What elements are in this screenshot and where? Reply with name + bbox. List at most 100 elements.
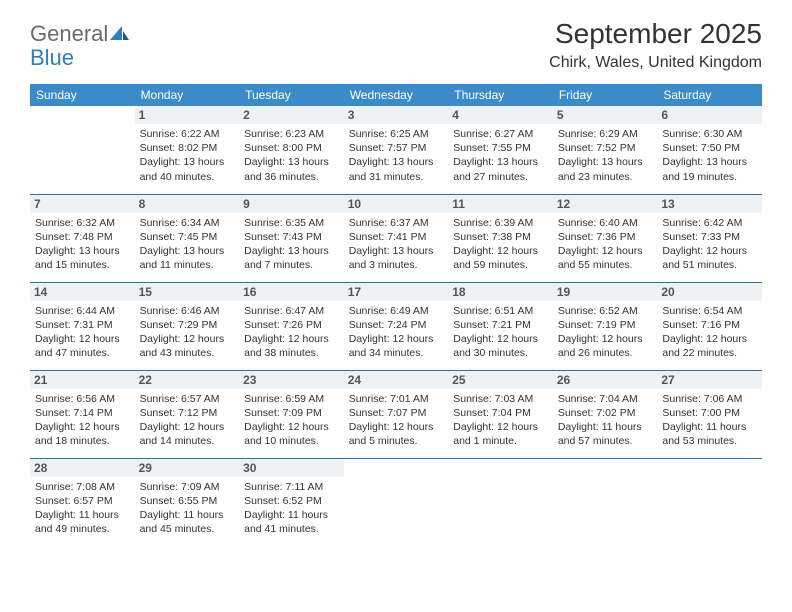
calendar-week-row: 7 Sunrise: 6:32 AMSunset: 7:48 PMDaylight…	[30, 194, 762, 282]
calendar-day-cell: 14Sunrise: 6:44 AMSunset: 7:31 PMDayligh…	[30, 282, 135, 370]
logo-text-blue: Blue	[30, 45, 74, 70]
day-number: 14	[30, 283, 135, 301]
day-info: Sunrise: 6:22 AMSunset: 8:02 PMDaylight:…	[140, 127, 235, 184]
day-info: Sunrise: 7:04 AMSunset: 7:02 PMDaylight:…	[558, 392, 653, 449]
day-number: 11	[448, 195, 553, 213]
calendar-day-cell: 28Sunrise: 7:08 AMSunset: 6:57 PMDayligh…	[30, 458, 135, 542]
day-number: 17	[344, 283, 449, 301]
calendar-page: GeneralBlue September 2025 Chirk, Wales,…	[0, 0, 792, 542]
calendar-day-cell: 13 Sunrise: 6:42 AMSunset: 7:33 PMDayligh…	[657, 194, 762, 282]
day-number: 24	[344, 371, 449, 389]
calendar-day-cell: 21Sunrise: 6:56 AMSunset: 7:14 PMDayligh…	[30, 370, 135, 458]
calendar-day-cell: 19 Sunrise: 6:52 AMSunset: 7:19 PMDayligh…	[553, 282, 658, 370]
day-info: Sunrise: 6:32 AMSunset: 7:48 PMDaylight:…	[35, 216, 130, 273]
calendar-day-cell: 8Sunrise: 6:34 AMSunset: 7:45 PMDaylight…	[135, 194, 240, 282]
calendar-day-cell: 15Sunrise: 6:46 AMSunset: 7:29 PMDayligh…	[135, 282, 240, 370]
day-number: 19	[553, 283, 658, 301]
month-title: September 2025	[549, 18, 762, 50]
weekday-header: Wednesday	[344, 84, 449, 106]
calendar-day-cell: 5Sunrise: 6:29 AMSunset: 7:52 PMDaylight…	[553, 106, 658, 194]
calendar-day-cell: .	[553, 458, 658, 542]
day-number: 27	[657, 371, 762, 389]
day-info: Sunrise: 7:06 AMSunset: 7:00 PMDaylight:…	[662, 392, 757, 449]
weekday-header: Friday	[553, 84, 658, 106]
day-number: 26	[553, 371, 658, 389]
brand-logo: GeneralBlue	[30, 18, 131, 70]
day-number: 20	[657, 283, 762, 301]
day-number: 30	[239, 459, 344, 477]
day-number: 29	[135, 459, 240, 477]
calendar-day-cell: .	[448, 458, 553, 542]
title-block: September 2025 Chirk, Wales, United King…	[549, 18, 762, 72]
calendar-day-cell: .	[344, 458, 449, 542]
calendar-day-cell: 3 Sunrise: 6:25 AMSunset: 7:57 PMDaylight…	[344, 106, 449, 194]
day-number: 28	[30, 459, 135, 477]
calendar-day-cell: 9 Sunrise: 6:35 AMSunset: 7:43 PMDaylight…	[239, 194, 344, 282]
day-info: Sunrise: 6:30 AMSunset: 7:50 PMDaylight:…	[662, 127, 757, 184]
day-number: 23	[239, 371, 344, 389]
day-number: 15	[135, 283, 240, 301]
calendar-day-cell: 25 Sunrise: 7:03 AMSunset: 7:04 PMDayligh…	[448, 370, 553, 458]
day-number: 7	[30, 195, 135, 213]
calendar-day-cell: 4Sunrise: 6:27 AMSunset: 7:55 PMDaylight…	[448, 106, 553, 194]
calendar-day-cell: 16Sunrise: 6:47 AMSunset: 7:26 PMDayligh…	[239, 282, 344, 370]
day-info: Sunrise: 6:57 AMSunset: 7:12 PMDaylight:…	[140, 392, 235, 449]
day-number: 2	[239, 106, 344, 124]
day-info: Sunrise: 6:49 AMSunset: 7:24 PMDaylight:…	[349, 304, 444, 361]
day-info: Sunrise: 7:11 AMSunset: 6:52 PMDaylight:…	[244, 480, 339, 537]
calendar-table: SundayMondayTuesdayWednesdayThursdayFrid…	[30, 84, 762, 542]
day-info: Sunrise: 6:35 AMSunset: 7:43 PMDaylight:…	[244, 216, 339, 273]
calendar-week-row: 21Sunrise: 6:56 AMSunset: 7:14 PMDayligh…	[30, 370, 762, 458]
calendar-week-row: 14Sunrise: 6:44 AMSunset: 7:31 PMDayligh…	[30, 282, 762, 370]
weekday-header: Thursday	[448, 84, 553, 106]
calendar-day-cell: 1Sunrise: 6:22 AMSunset: 8:02 PMDaylight…	[135, 106, 240, 194]
day-number: 6	[657, 106, 762, 124]
calendar-day-cell: 11 Sunrise: 6:39 AMSunset: 7:38 PMDayligh…	[448, 194, 553, 282]
calendar-day-cell: 27 Sunrise: 7:06 AMSunset: 7:00 PMDayligh…	[657, 370, 762, 458]
day-info: Sunrise: 6:52 AMSunset: 7:19 PMDaylight:…	[558, 304, 653, 361]
day-info: Sunrise: 6:37 AMSunset: 7:41 PMDaylight:…	[349, 216, 444, 273]
calendar-day-cell: .	[657, 458, 762, 542]
day-info: Sunrise: 6:42 AMSunset: 7:33 PMDaylight:…	[662, 216, 757, 273]
calendar-day-cell: 12 Sunrise: 6:40 AMSunset: 7:36 PMDayligh…	[553, 194, 658, 282]
day-number: 12	[553, 195, 658, 213]
day-number: 3	[344, 106, 449, 124]
calendar-body: .1Sunrise: 6:22 AMSunset: 8:02 PMDayligh…	[30, 106, 762, 542]
calendar-day-cell: 22Sunrise: 6:57 AMSunset: 7:12 PMDayligh…	[135, 370, 240, 458]
calendar-day-cell: 26 Sunrise: 7:04 AMSunset: 7:02 PMDayligh…	[553, 370, 658, 458]
day-info: Sunrise: 6:39 AMSunset: 7:38 PMDaylight:…	[453, 216, 548, 273]
day-number: 9	[239, 195, 344, 213]
day-info: Sunrise: 6:23 AMSunset: 8:00 PMDaylight:…	[244, 127, 339, 184]
day-info: Sunrise: 7:03 AMSunset: 7:04 PMDaylight:…	[453, 392, 548, 449]
calendar-week-row: 28Sunrise: 7:08 AMSunset: 6:57 PMDayligh…	[30, 458, 762, 542]
day-number: 8	[135, 195, 240, 213]
day-info: Sunrise: 6:51 AMSunset: 7:21 PMDaylight:…	[453, 304, 548, 361]
calendar-header-row: SundayMondayTuesdayWednesdayThursdayFrid…	[30, 84, 762, 106]
weekday-header: Tuesday	[239, 84, 344, 106]
day-number: 25	[448, 371, 553, 389]
calendar-day-cell: 10 Sunrise: 6:37 AMSunset: 7:41 PMDayligh…	[344, 194, 449, 282]
weekday-header: Sunday	[30, 84, 135, 106]
day-info: Sunrise: 6:59 AMSunset: 7:09 PMDaylight:…	[244, 392, 339, 449]
weekday-header: Saturday	[657, 84, 762, 106]
calendar-day-cell: 30 Sunrise: 7:11 AMSunset: 6:52 PMDayligh…	[239, 458, 344, 542]
day-info: Sunrise: 6:25 AMSunset: 7:57 PMDaylight:…	[349, 127, 444, 184]
calendar-day-cell: 6 Sunrise: 6:30 AMSunset: 7:50 PMDaylight…	[657, 106, 762, 194]
day-number: 21	[30, 371, 135, 389]
calendar-day-cell: 23 Sunrise: 6:59 AMSunset: 7:09 PMDayligh…	[239, 370, 344, 458]
day-info: Sunrise: 6:40 AMSunset: 7:36 PMDaylight:…	[558, 216, 653, 273]
day-info: Sunrise: 6:27 AMSunset: 7:55 PMDaylight:…	[453, 127, 548, 184]
calendar-day-cell: 20 Sunrise: 6:54 AMSunset: 7:16 PMDayligh…	[657, 282, 762, 370]
day-number: 10	[344, 195, 449, 213]
day-number: 5	[553, 106, 658, 124]
logo-text-general: General	[30, 21, 108, 46]
day-info: Sunrise: 7:09 AMSunset: 6:55 PMDaylight:…	[140, 480, 235, 537]
day-info: Sunrise: 6:54 AMSunset: 7:16 PMDaylight:…	[662, 304, 757, 361]
calendar-day-cell: 17 Sunrise: 6:49 AMSunset: 7:24 PMDayligh…	[344, 282, 449, 370]
calendar-day-cell: 7 Sunrise: 6:32 AMSunset: 7:48 PMDaylight…	[30, 194, 135, 282]
calendar-day-cell: 29 Sunrise: 7:09 AMSunset: 6:55 PMDayligh…	[135, 458, 240, 542]
calendar-week-row: .1Sunrise: 6:22 AMSunset: 8:02 PMDayligh…	[30, 106, 762, 194]
calendar-day-cell: .	[30, 106, 135, 194]
day-number: 13	[657, 195, 762, 213]
day-info: Sunrise: 6:47 AMSunset: 7:26 PMDaylight:…	[244, 304, 339, 361]
